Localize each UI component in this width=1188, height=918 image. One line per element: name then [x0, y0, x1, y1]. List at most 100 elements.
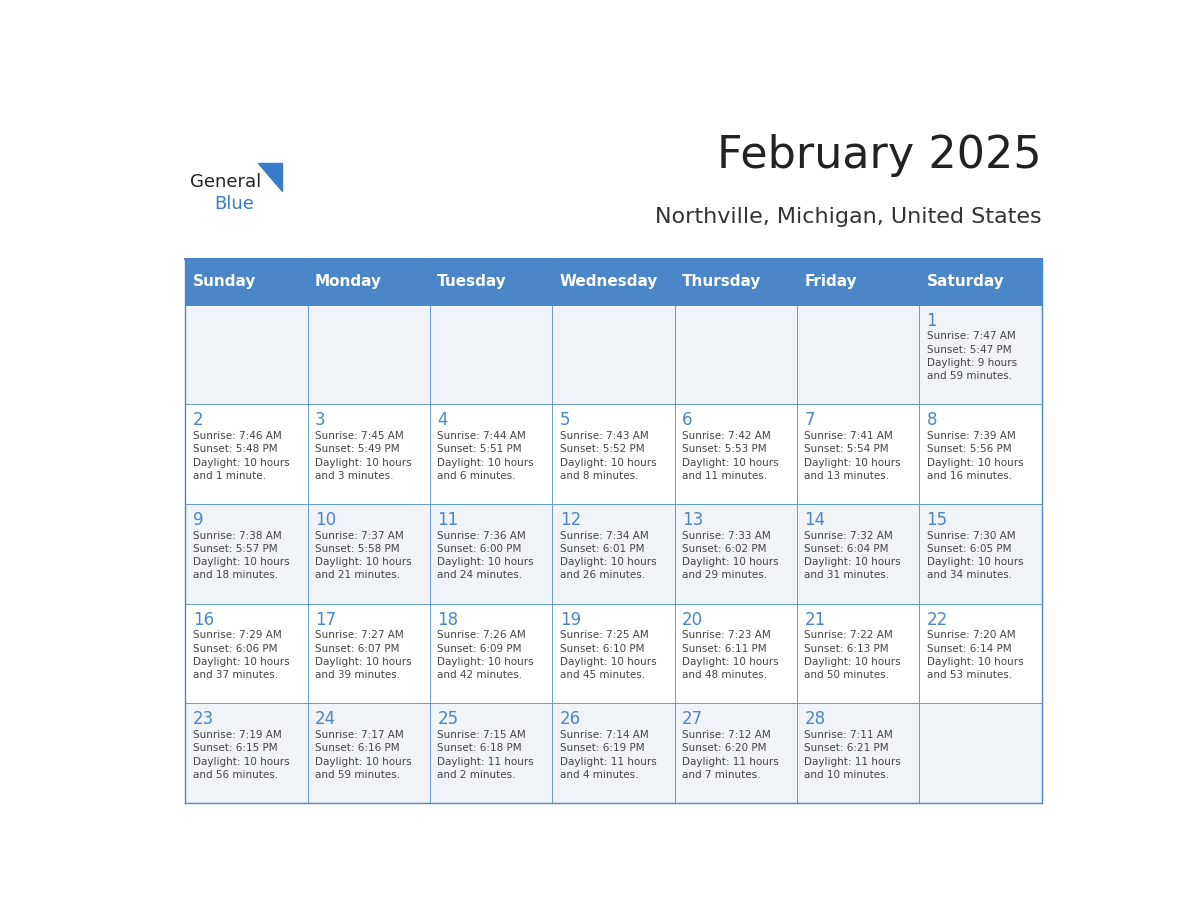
Text: 28: 28 — [804, 711, 826, 728]
Text: Sunrise: 7:29 AM
Sunset: 6:06 PM
Daylight: 10 hours
and 37 minutes.: Sunrise: 7:29 AM Sunset: 6:06 PM Dayligh… — [192, 631, 290, 680]
Bar — [308, 305, 430, 404]
Bar — [920, 404, 1042, 504]
Text: 10: 10 — [315, 510, 336, 529]
Text: Friday: Friday — [804, 274, 857, 289]
Text: 13: 13 — [682, 510, 703, 529]
Text: Sunrise: 7:22 AM
Sunset: 6:13 PM
Daylight: 10 hours
and 50 minutes.: Sunrise: 7:22 AM Sunset: 6:13 PM Dayligh… — [804, 631, 901, 680]
Bar — [675, 305, 797, 404]
Bar — [797, 259, 920, 305]
Text: Sunrise: 7:17 AM
Sunset: 6:16 PM
Daylight: 10 hours
and 59 minutes.: Sunrise: 7:17 AM Sunset: 6:16 PM Dayligh… — [315, 730, 411, 779]
Text: 8: 8 — [927, 411, 937, 430]
Bar — [552, 259, 675, 305]
Text: Sunrise: 7:32 AM
Sunset: 6:04 PM
Daylight: 10 hours
and 31 minutes.: Sunrise: 7:32 AM Sunset: 6:04 PM Dayligh… — [804, 531, 901, 580]
Text: 18: 18 — [437, 610, 459, 629]
Bar — [797, 404, 920, 504]
Text: Sunrise: 7:15 AM
Sunset: 6:18 PM
Daylight: 11 hours
and 2 minutes.: Sunrise: 7:15 AM Sunset: 6:18 PM Dayligh… — [437, 730, 535, 779]
Text: Sunrise: 7:14 AM
Sunset: 6:19 PM
Daylight: 11 hours
and 4 minutes.: Sunrise: 7:14 AM Sunset: 6:19 PM Dayligh… — [560, 730, 657, 779]
Text: 2: 2 — [192, 411, 203, 430]
Text: Tuesday: Tuesday — [437, 274, 507, 289]
Text: General: General — [190, 174, 261, 192]
Text: 23: 23 — [192, 711, 214, 728]
Bar — [185, 305, 308, 404]
Text: 4: 4 — [437, 411, 448, 430]
Text: 7: 7 — [804, 411, 815, 430]
Text: Sunrise: 7:30 AM
Sunset: 6:05 PM
Daylight: 10 hours
and 34 minutes.: Sunrise: 7:30 AM Sunset: 6:05 PM Dayligh… — [927, 531, 1023, 580]
Text: Northville, Michigan, United States: Northville, Michigan, United States — [655, 207, 1042, 227]
Bar — [185, 404, 308, 504]
Text: Sunrise: 7:38 AM
Sunset: 5:57 PM
Daylight: 10 hours
and 18 minutes.: Sunrise: 7:38 AM Sunset: 5:57 PM Dayligh… — [192, 531, 290, 580]
Text: Thursday: Thursday — [682, 274, 762, 289]
Text: Sunrise: 7:23 AM
Sunset: 6:11 PM
Daylight: 10 hours
and 48 minutes.: Sunrise: 7:23 AM Sunset: 6:11 PM Dayligh… — [682, 631, 778, 680]
Bar — [675, 404, 797, 504]
Text: 25: 25 — [437, 711, 459, 728]
Bar — [675, 259, 797, 305]
Text: Sunrise: 7:36 AM
Sunset: 6:00 PM
Daylight: 10 hours
and 24 minutes.: Sunrise: 7:36 AM Sunset: 6:00 PM Dayligh… — [437, 531, 533, 580]
Text: Sunrise: 7:34 AM
Sunset: 6:01 PM
Daylight: 10 hours
and 26 minutes.: Sunrise: 7:34 AM Sunset: 6:01 PM Dayligh… — [560, 531, 656, 580]
Bar — [797, 703, 920, 803]
Text: 6: 6 — [682, 411, 693, 430]
Text: Monday: Monday — [315, 274, 383, 289]
Bar — [430, 259, 552, 305]
Text: Sunrise: 7:39 AM
Sunset: 5:56 PM
Daylight: 10 hours
and 16 minutes.: Sunrise: 7:39 AM Sunset: 5:56 PM Dayligh… — [927, 431, 1023, 481]
Text: Blue: Blue — [214, 195, 254, 213]
Text: Sunrise: 7:46 AM
Sunset: 5:48 PM
Daylight: 10 hours
and 1 minute.: Sunrise: 7:46 AM Sunset: 5:48 PM Dayligh… — [192, 431, 290, 481]
Bar — [308, 259, 430, 305]
Text: 12: 12 — [560, 510, 581, 529]
Text: Saturday: Saturday — [927, 274, 1004, 289]
Bar — [308, 703, 430, 803]
Bar — [675, 603, 797, 703]
Text: Sunrise: 7:43 AM
Sunset: 5:52 PM
Daylight: 10 hours
and 8 minutes.: Sunrise: 7:43 AM Sunset: 5:52 PM Dayligh… — [560, 431, 656, 481]
Bar — [552, 703, 675, 803]
Text: 3: 3 — [315, 411, 326, 430]
Bar — [185, 603, 308, 703]
Bar — [185, 259, 308, 305]
Text: February 2025: February 2025 — [716, 134, 1042, 177]
Bar — [920, 504, 1042, 603]
Bar — [308, 603, 430, 703]
Bar — [430, 504, 552, 603]
Text: 14: 14 — [804, 510, 826, 529]
Bar — [552, 603, 675, 703]
Bar — [552, 305, 675, 404]
Bar — [797, 504, 920, 603]
Text: 11: 11 — [437, 510, 459, 529]
Bar — [552, 504, 675, 603]
Bar — [430, 404, 552, 504]
Bar — [552, 404, 675, 504]
Bar — [185, 504, 308, 603]
Polygon shape — [258, 163, 282, 192]
Bar — [797, 603, 920, 703]
Text: Sunrise: 7:12 AM
Sunset: 6:20 PM
Daylight: 11 hours
and 7 minutes.: Sunrise: 7:12 AM Sunset: 6:20 PM Dayligh… — [682, 730, 778, 779]
Text: Sunrise: 7:47 AM
Sunset: 5:47 PM
Daylight: 9 hours
and 59 minutes.: Sunrise: 7:47 AM Sunset: 5:47 PM Dayligh… — [927, 331, 1017, 381]
Text: Sunrise: 7:25 AM
Sunset: 6:10 PM
Daylight: 10 hours
and 45 minutes.: Sunrise: 7:25 AM Sunset: 6:10 PM Dayligh… — [560, 631, 656, 680]
Text: 24: 24 — [315, 711, 336, 728]
Text: Sunday: Sunday — [192, 274, 257, 289]
Bar — [920, 259, 1042, 305]
Text: 5: 5 — [560, 411, 570, 430]
Text: 17: 17 — [315, 610, 336, 629]
Text: 9: 9 — [192, 510, 203, 529]
Bar — [675, 703, 797, 803]
Text: Sunrise: 7:20 AM
Sunset: 6:14 PM
Daylight: 10 hours
and 53 minutes.: Sunrise: 7:20 AM Sunset: 6:14 PM Dayligh… — [927, 631, 1023, 680]
Text: 21: 21 — [804, 610, 826, 629]
Text: Sunrise: 7:27 AM
Sunset: 6:07 PM
Daylight: 10 hours
and 39 minutes.: Sunrise: 7:27 AM Sunset: 6:07 PM Dayligh… — [315, 631, 411, 680]
Text: Sunrise: 7:11 AM
Sunset: 6:21 PM
Daylight: 11 hours
and 10 minutes.: Sunrise: 7:11 AM Sunset: 6:21 PM Dayligh… — [804, 730, 901, 779]
Bar — [675, 504, 797, 603]
Bar — [920, 305, 1042, 404]
Text: 16: 16 — [192, 610, 214, 629]
Text: Sunrise: 7:37 AM
Sunset: 5:58 PM
Daylight: 10 hours
and 21 minutes.: Sunrise: 7:37 AM Sunset: 5:58 PM Dayligh… — [315, 531, 411, 580]
Text: 15: 15 — [927, 510, 948, 529]
Text: Sunrise: 7:19 AM
Sunset: 6:15 PM
Daylight: 10 hours
and 56 minutes.: Sunrise: 7:19 AM Sunset: 6:15 PM Dayligh… — [192, 730, 290, 779]
Bar — [430, 305, 552, 404]
Text: 27: 27 — [682, 711, 703, 728]
Text: 20: 20 — [682, 610, 703, 629]
Text: 22: 22 — [927, 610, 948, 629]
Bar — [185, 703, 308, 803]
Bar — [920, 703, 1042, 803]
Text: Sunrise: 7:42 AM
Sunset: 5:53 PM
Daylight: 10 hours
and 11 minutes.: Sunrise: 7:42 AM Sunset: 5:53 PM Dayligh… — [682, 431, 778, 481]
Bar — [430, 603, 552, 703]
Text: 19: 19 — [560, 610, 581, 629]
Bar — [920, 603, 1042, 703]
Text: 26: 26 — [560, 711, 581, 728]
Bar — [797, 305, 920, 404]
